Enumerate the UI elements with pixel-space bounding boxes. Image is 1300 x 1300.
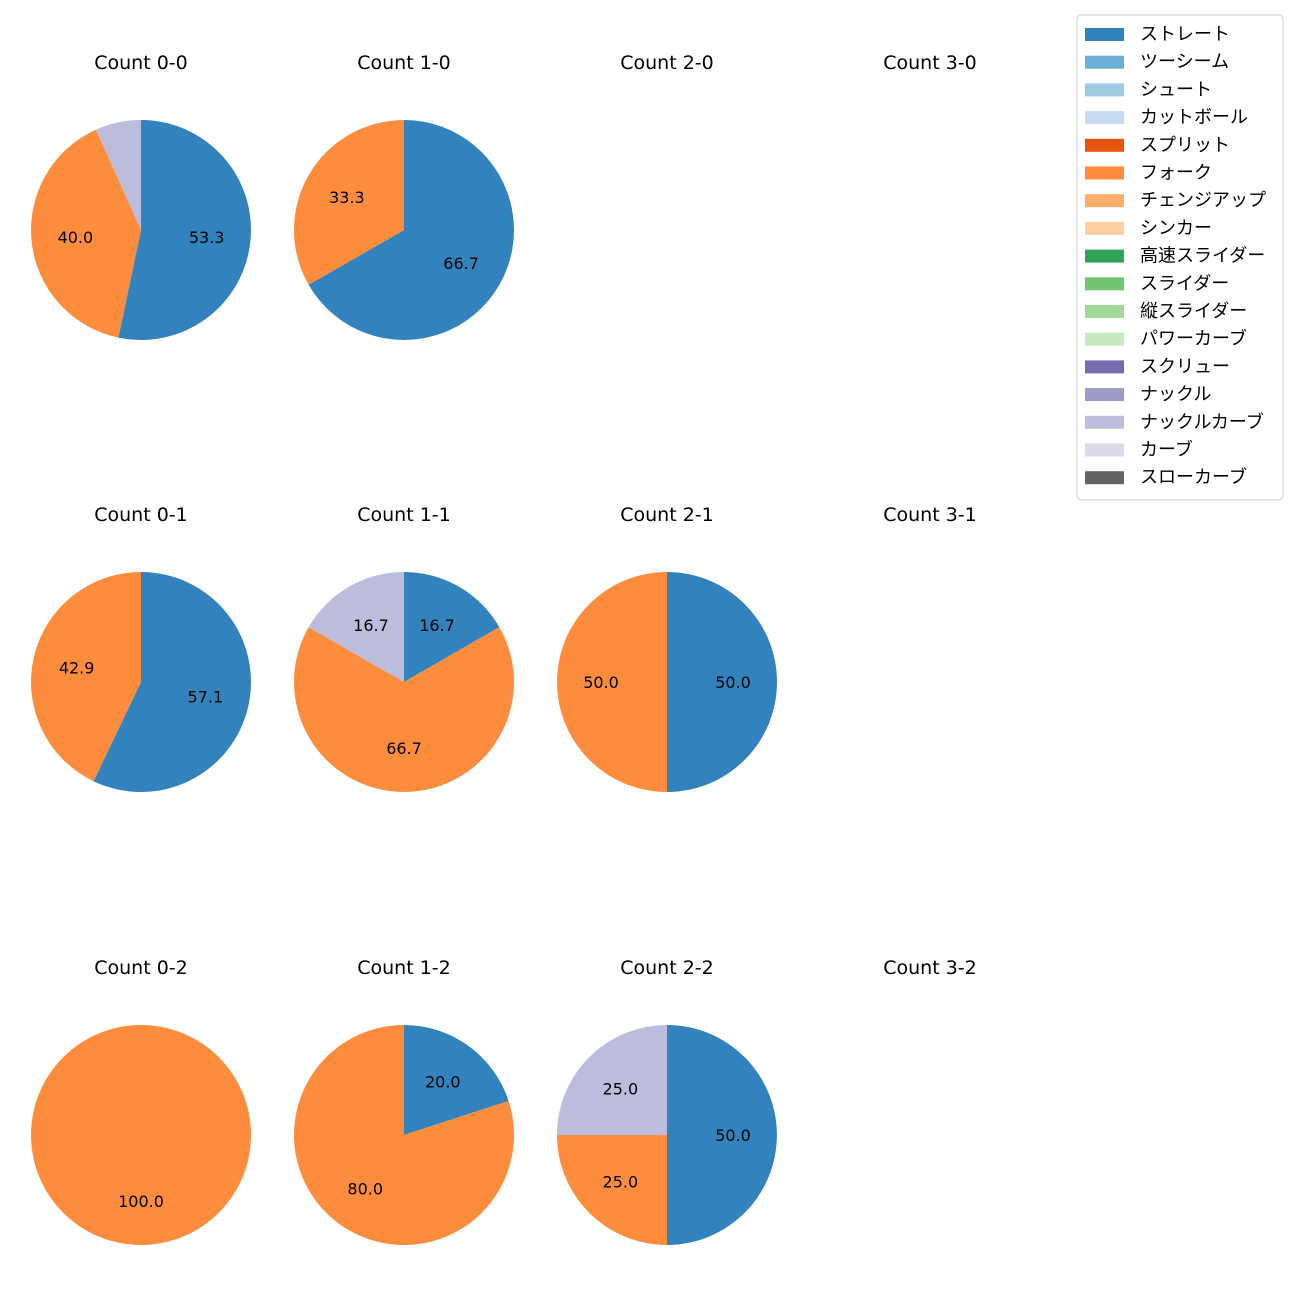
- slice-label: 16.7: [353, 616, 389, 635]
- legend-label: ストレート: [1140, 24, 1230, 45]
- slice-label: 16.7: [419, 616, 455, 635]
- pie-slice: [30, 572, 142, 782]
- slice-label: 42.9: [59, 658, 95, 677]
- legend-swatch: [1085, 83, 1124, 97]
- legend-swatch: [1085, 194, 1124, 208]
- pie-panel: Count 1-1 16.7 66.7 16.7: [294, 504, 514, 792]
- panel-title: Count 2-2: [620, 957, 714, 979]
- legend-label: フォーク: [1140, 163, 1212, 184]
- slice-label: 20.0: [425, 1073, 461, 1092]
- pie-panel: Count 3-0: [883, 52, 977, 74]
- legend-label: カットボール: [1140, 107, 1248, 128]
- pie-panel: Count 3-1: [883, 504, 977, 526]
- panel-title: Count 3-1: [883, 504, 977, 526]
- panel-title: Count 3-2: [883, 957, 977, 979]
- panel-title: Count 0-0: [94, 52, 188, 74]
- pie-slice: [404, 1025, 509, 1135]
- legend-label: チェンジアップ: [1140, 190, 1266, 211]
- legend-swatch: [1085, 249, 1124, 263]
- legend-swatch: [1085, 471, 1124, 485]
- pie-panel: Count 0-0 53.3 40.0: [31, 52, 252, 340]
- legend-swatch: [1085, 415, 1124, 429]
- legend-frame: [1076, 14, 1284, 501]
- slice-label: 50.0: [715, 1126, 751, 1145]
- slice-label: 53.3: [189, 228, 225, 247]
- pie-slice: [557, 572, 667, 792]
- pie-panel: Count 0-2 100.0: [31, 957, 251, 1245]
- pie-slice: [293, 120, 404, 285]
- pie-slice: [308, 572, 404, 682]
- slice-label: 57.1: [188, 688, 224, 707]
- slice-label: 66.7: [386, 739, 422, 758]
- legend-swatch: [1085, 138, 1124, 152]
- legend-swatch: [1085, 360, 1124, 374]
- pie-panel: Count 1-2 20.0 80.0: [293, 957, 514, 1245]
- pie-slice: [31, 1025, 251, 1245]
- legend-swatch: [1085, 332, 1124, 346]
- legend-label: カーブ: [1140, 439, 1193, 461]
- panel-title: Count 1-0: [357, 52, 451, 74]
- legend: ストレートツーシームシュートカットボールスプリットフォークチェンジアップシンカー…: [1076, 14, 1284, 501]
- legend-label: スライダー: [1140, 273, 1229, 294]
- slice-label: 33.3: [329, 188, 365, 207]
- slice-label: 25.0: [603, 1173, 639, 1192]
- legend-swatch: [1085, 443, 1124, 457]
- panel-title: Count 3-0: [883, 52, 977, 74]
- legend-label: スクリュー: [1140, 356, 1230, 377]
- legend-label: シンカー: [1140, 218, 1212, 239]
- slice-label: 40.0: [58, 228, 94, 247]
- legend-swatch: [1085, 55, 1124, 69]
- pie-panel: Count 2-0: [620, 52, 714, 74]
- legend-swatch: [1085, 221, 1124, 235]
- pie-slice: [96, 120, 141, 230]
- panel-title: Count 1-2: [357, 957, 451, 979]
- pie-slice: [93, 572, 252, 792]
- legend-swatch: [1085, 388, 1124, 402]
- panel-title: Count 0-2: [94, 957, 188, 979]
- legend-swatch: [1085, 277, 1124, 291]
- pie-panel: Count 0-1 57.1 42.9: [30, 504, 252, 792]
- legend-swatch: [1085, 166, 1124, 180]
- slice-label: 80.0: [347, 1179, 383, 1198]
- legend-label: シュート: [1140, 79, 1212, 100]
- pie-slice: [404, 572, 500, 682]
- legend-label: ツーシーム: [1140, 52, 1229, 73]
- panel-title: Count 1-1: [357, 504, 451, 526]
- legend-label: 縦スライダー: [1140, 301, 1247, 322]
- pie-panel: Count 2-2 50.0 25.0 25.0: [557, 957, 777, 1245]
- slice-label: 66.7: [443, 254, 479, 273]
- slice-label: 50.0: [583, 673, 619, 692]
- pie-slice: [294, 627, 514, 792]
- pie-slice: [667, 572, 777, 792]
- pie-panel: Count 2-1 50.0 50.0: [557, 504, 777, 792]
- pie-panel: Count 3-2: [883, 957, 977, 979]
- pie-slice: [557, 1135, 667, 1245]
- pie-panel: Count 1-0 66.7 33.3: [293, 52, 514, 340]
- panel-title: Count 2-0: [620, 52, 714, 74]
- slice-label: 100.0: [118, 1192, 164, 1211]
- slice-label: 25.0: [603, 1079, 639, 1098]
- pie-slice: [308, 120, 514, 340]
- panel-title: Count 0-1: [94, 504, 188, 526]
- pie-slice: [667, 1025, 777, 1245]
- legend-label: スローカーブ: [1140, 466, 1247, 488]
- legend-swatch: [1085, 111, 1124, 125]
- slice-label: 50.0: [715, 673, 751, 692]
- legend-swatch: [1085, 305, 1124, 318]
- legend-label: パワーカーブ: [1140, 328, 1247, 350]
- pie-slice: [557, 1025, 667, 1135]
- legend-label: 高速スライダー: [1140, 246, 1265, 267]
- pie-slice: [31, 129, 142, 338]
- legend-label: ナックル: [1140, 384, 1211, 405]
- legend-label: ナックルカーブ: [1140, 411, 1264, 433]
- panel-title: Count 2-1: [620, 504, 714, 526]
- pie-slice: [118, 119, 252, 340]
- legend-swatch: [1085, 28, 1124, 41]
- pie-slice: [293, 1025, 514, 1245]
- legend-label: スプリット: [1140, 135, 1230, 156]
